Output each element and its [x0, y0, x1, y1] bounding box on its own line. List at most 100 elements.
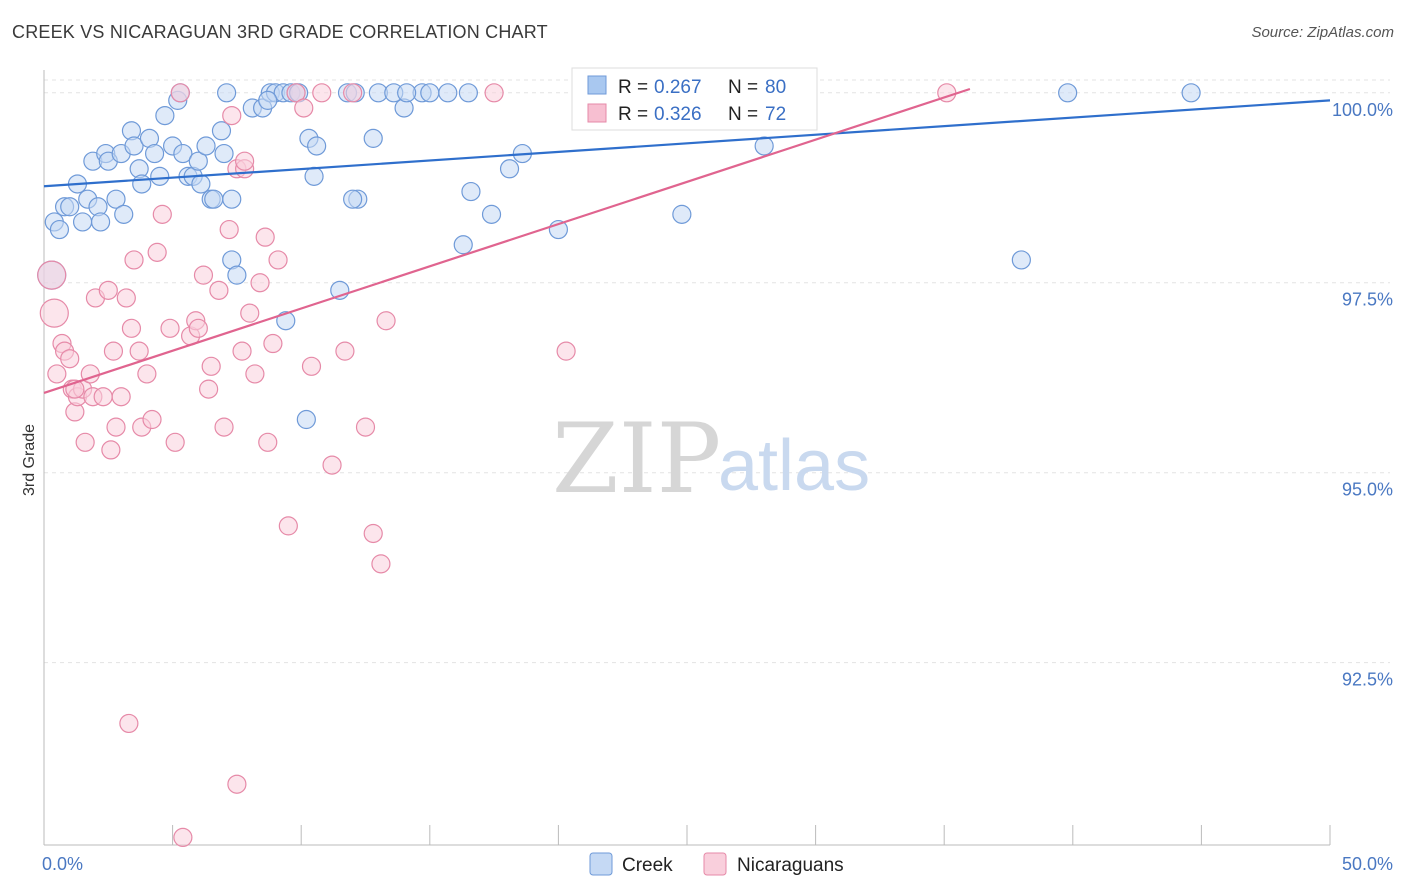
legend-label-nicaraguans: Nicaraguans: [737, 855, 844, 876]
point-nicaraguans-60: [355, 417, 376, 437]
point-nicaraguans-64: [484, 83, 504, 103]
point-creek-9: [90, 212, 111, 232]
point-nicaraguans-62: [371, 554, 391, 574]
point-creek-21: [150, 166, 170, 186]
point-nicaraguans-2: [47, 364, 67, 384]
x-tick-label-max: 50.0%: [1342, 854, 1393, 874]
legend-swatch-nicaraguans: [703, 852, 727, 876]
point-nicaraguans-69: [121, 318, 142, 338]
point-creek-79: [204, 189, 224, 209]
trend-lines: [43, 87, 1331, 394]
stats-n-label-nicaraguans: N =: [728, 104, 758, 125]
series-creek-points: [37, 83, 1201, 430]
point-nicaraguans-43: [232, 341, 252, 361]
watermark-zip: ZIP: [552, 403, 721, 515]
source-credit: Source: ZipAtlas.com: [1251, 24, 1394, 41]
stats-r-value-creek: 0.267: [654, 77, 702, 98]
point-nicaraguans-28: [152, 204, 172, 224]
stats-n-value-nicaraguans: 72: [765, 104, 786, 125]
point-nicaraguans-23: [129, 341, 149, 361]
point-creek-59: [461, 181, 481, 202]
point-creek-33: [214, 143, 234, 164]
point-nicaraguans-48: [255, 227, 275, 247]
point-creek-75: [258, 90, 278, 110]
point-creek-78: [343, 189, 363, 209]
point-nicaraguans-51: [268, 250, 288, 270]
stats-legend-box: [571, 67, 818, 131]
stats-r-label-nicaraguans: R =: [618, 104, 648, 125]
stats-n-label-creek: N =: [728, 77, 758, 98]
point-creek-32: [211, 121, 232, 141]
point-creek-58: [453, 235, 473, 255]
point-creek-29: [191, 174, 211, 194]
point-creek-72: [397, 83, 417, 103]
point-nicaraguans-55: [301, 356, 322, 376]
point-nicaraguans-14: [93, 387, 113, 407]
y-tick-label-2: 95.0%: [1342, 480, 1393, 500]
point-creek-25: [173, 143, 193, 164]
trend-line-creek: [43, 99, 1331, 188]
point-creek-42: [276, 311, 296, 331]
point-nicaraguans-22: [124, 250, 144, 270]
stats-r-label-creek: R =: [618, 77, 648, 98]
chart-title: CREEK VS NICARAGUAN 3RD GRADE CORRELATIO…: [12, 22, 548, 42]
point-nicaraguans-10: [75, 432, 95, 452]
y-tick-label-0: 100.0%: [1332, 100, 1393, 120]
point-nicaraguans-37: [201, 356, 221, 376]
watermark-atlas: atlas: [718, 426, 870, 506]
point-nicaraguans-25: [137, 364, 157, 384]
point-creek-64: [672, 204, 692, 224]
point-nicaraguans-27: [147, 242, 167, 262]
point-nicaraguans-30: [165, 432, 185, 452]
point-creek-16: [124, 136, 144, 156]
point-creek-73: [420, 83, 440, 103]
point-nicaraguans-41: [222, 105, 242, 126]
point-nicaraguans-5: [60, 349, 80, 369]
point-nicaraguans-19: [111, 387, 131, 407]
point-nicaraguans-38: [209, 280, 229, 300]
point-nicaraguans-49: [258, 432, 278, 452]
point-nicaraguans-70: [235, 151, 255, 171]
point-nicaraguans-16: [101, 440, 121, 460]
point-nicaraguans-68: [173, 827, 193, 848]
point-nicaraguans-34: [188, 318, 208, 338]
point-creek-46: [304, 166, 324, 186]
point-nicaraguans-58: [335, 341, 355, 361]
watermark: ZIP atlas: [552, 403, 870, 515]
point-creek-30: [196, 136, 216, 156]
series-legend: Creek Nicaraguans: [589, 852, 844, 876]
point-creek-74: [458, 83, 478, 103]
y-tick-label-1: 97.5%: [1342, 290, 1393, 310]
point-nicaraguans-17: [103, 341, 124, 361]
point-nicaraguans-45: [240, 303, 260, 323]
point-creek-68: [1181, 83, 1201, 103]
point-creek-20: [144, 143, 165, 164]
point-creek-65: [754, 136, 774, 156]
point-creek-61: [499, 159, 520, 179]
point-creek-12: [106, 189, 126, 209]
y-axis-title: 3rd Grade: [21, 424, 38, 496]
point-nicaraguans-35: [193, 265, 214, 285]
point-creek-67: [1058, 83, 1078, 103]
point-creek-70: [217, 83, 237, 103]
point-nicaraguans-20: [116, 288, 136, 308]
point-nicaraguans-39: [214, 417, 234, 437]
legend-label-creek: Creek: [622, 855, 673, 876]
stats-legend: R = 0.267 N = 80 R = 0.326 N = 72: [571, 67, 818, 131]
point-nicaraguans-47: [250, 273, 270, 293]
y-tick-labels: 100.0% 97.5% 95.0% 92.5%: [1332, 100, 1393, 690]
point-creek-18: [132, 174, 152, 194]
point-nicaraguans-40: [219, 219, 239, 240]
stats-swatch-creek: [587, 75, 607, 95]
point-nicaraguans-63: [376, 311, 396, 331]
point-nicaraguans-59: [343, 83, 363, 103]
point-nicaraguans-61: [363, 523, 383, 544]
point-creek-36: [227, 265, 247, 285]
point-creek-57: [438, 83, 458, 103]
point-nicaraguans-53: [286, 83, 306, 103]
point-nicaraguans-65: [556, 341, 576, 361]
point-nicaraguans-57: [322, 455, 342, 475]
point-creek-76: [296, 409, 316, 430]
point-creek-34: [222, 189, 242, 209]
point-creek-52: [363, 128, 383, 148]
